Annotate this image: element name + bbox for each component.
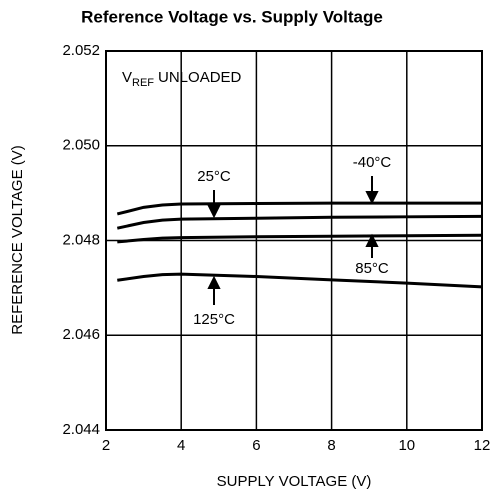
chart-title: Reference Voltage vs. Supply Voltage [81, 7, 383, 26]
y-tick-label: 2.046 [62, 326, 100, 343]
series-label: 25°C [197, 168, 231, 185]
annotation-subscript: REF [132, 77, 154, 89]
y-axis-label: REFERENCE VOLTAGE (V) [9, 145, 26, 334]
series-line [117, 233, 483, 244]
plot-frame [105, 50, 483, 431]
y-tick-label: 2.048 [62, 231, 100, 248]
x-tick-label: 8 [327, 437, 335, 454]
y-tick-label: 2.044 [62, 421, 100, 438]
annotation: VREF UNLOADED [122, 69, 242, 89]
x-tick-label: 2 [102, 437, 110, 454]
series-line [116, 201, 482, 216]
y-tick-label: 2.050 [62, 137, 100, 154]
x-tick-label: 4 [177, 437, 185, 454]
y-tick-label: 2.052 [62, 42, 100, 59]
x-tick-label: 10 [398, 437, 415, 454]
series-line [117, 272, 483, 289]
series-line [116, 214, 483, 230]
series-label: 85°C [355, 260, 389, 277]
x-tick-label: 12 [474, 437, 491, 454]
arrowhead [365, 191, 379, 205]
arrowhead [207, 275, 221, 289]
annotation-symbol: V [122, 69, 132, 86]
x-tick-label: 6 [252, 437, 260, 454]
series-label: 125°C [193, 311, 235, 328]
annotation-text: UNLOADED [158, 69, 242, 86]
x-axis-label: SUPPLY VOLTAGE (V) [217, 473, 372, 490]
arrowhead [207, 205, 221, 219]
series-label: -40°C [353, 154, 392, 171]
